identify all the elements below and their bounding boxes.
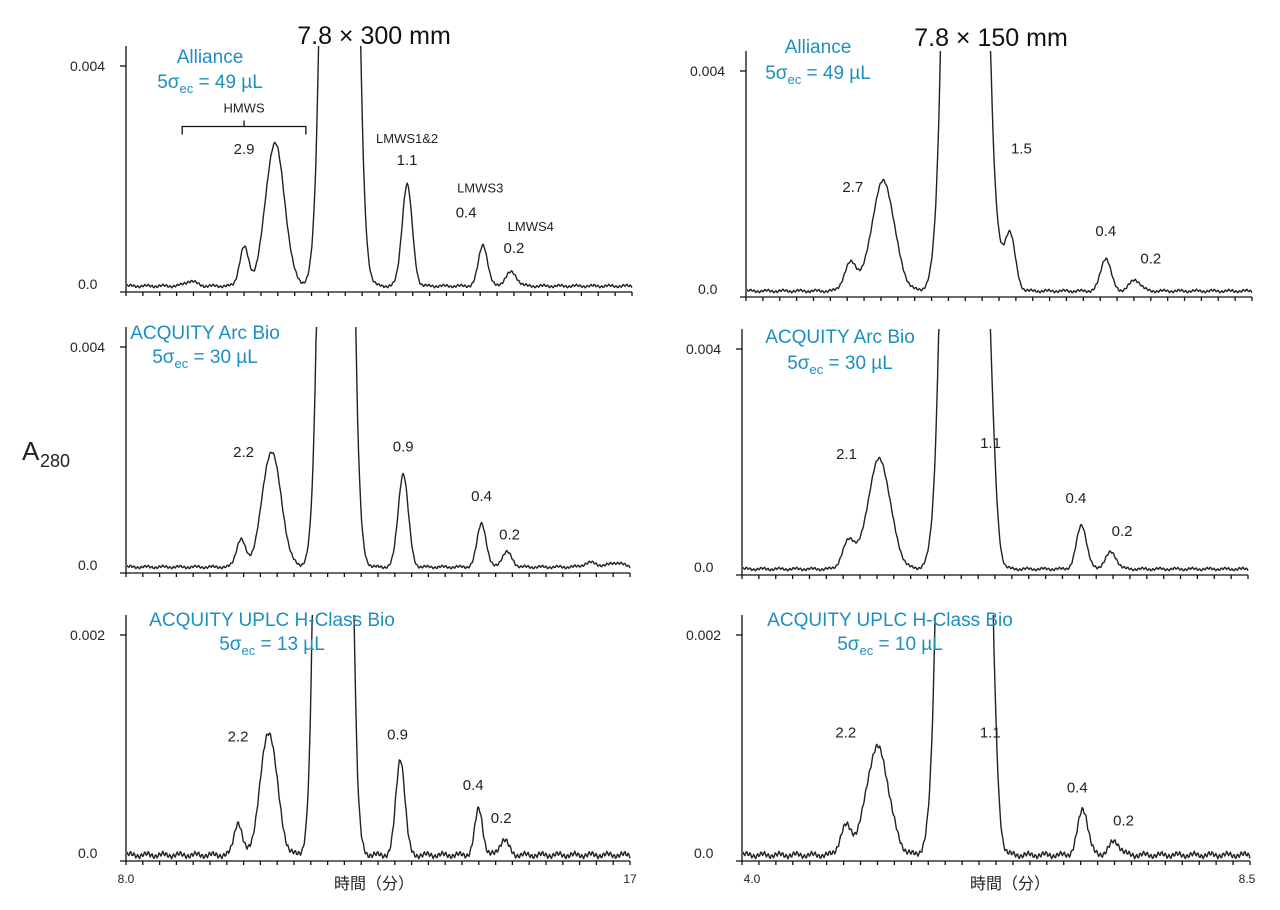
peak-area-label: 2.1 [836,446,857,463]
y-tick-label: 0.004 [70,339,105,355]
chromatogram-panel: 0.004 0.0 2.2 0.9 0.4 0.2 ACQUITY Arc Bio 5σec … [70,323,631,577]
peak-name-label: LMWS3 [457,181,503,196]
column-title-150mm: 7.8 × 150 mm [914,24,1068,52]
peak-area-label: 0.2 [1113,812,1134,829]
peak-area-label: 0.4 [1095,223,1116,240]
chromatogram-panel: 0.004 0.0 2.9 LMWS1&2 1.1 LMWS3 0.4 LMWS4 0.2 HMW… [70,46,633,296]
chromatogram-trace [127,46,633,289]
y-tick-label: 0.0 [78,276,98,292]
dispersion-subscript: ec [859,643,873,658]
x-tick-start-300mm: 8.0 [118,872,135,886]
system-name: Alliance [177,47,244,68]
peak-area-label: 1.1 [397,152,418,169]
peak-area-label: 1.5 [1011,141,1032,158]
chromatogram-panel: 0.004 0.0 2.7 1.5 0.4 0.2 Alliance 5σec = 49 µL [690,37,1253,301]
chromatogram-panel: 0.002 0.0 2.2 0.9 0.4 0.2 ACQUITY UPLC H-Class… [70,610,631,865]
y-tick-label: 0.0 [698,281,718,297]
dispersion-value: = 30 µL [823,353,893,374]
dispersion-prefix: 5σ [787,353,810,374]
dispersion-subscript: ec [809,362,823,377]
x-tick-end-150mm: 8.5 [1239,872,1256,886]
chromatogram-trace [747,51,1253,294]
dispersion-label: 5σec = 13 µL [219,634,325,658]
dispersion-subscript: ec [179,81,193,96]
peak-area-label: 0.4 [456,204,477,221]
column-title-300mm: 7.8 × 300 mm [297,22,451,50]
peak-area-label: 0.2 [499,527,520,544]
peak-area-label: 0.9 [393,439,414,456]
y-tick-label: 0.0 [78,845,98,861]
chromatogram-trace [127,327,631,570]
dispersion-value: = 30 µL [188,347,258,368]
dispersion-prefix: 5σ [219,634,242,655]
peak-area-label: 2.2 [233,444,254,461]
chromatogram-panel: 0.004 0.0 2.1 1.1 0.4 0.2 ACQUITY Arc Bio 5σec … [686,327,1249,579]
x-axis-label-300mm: 時間（分） [334,875,414,893]
dispersion-prefix: 5σ [765,63,788,84]
peak-area-label: 0.2 [1112,523,1133,540]
y-tick-label: 0.002 [686,627,721,643]
peak-area-label: 2.2 [228,729,249,746]
peak-area-label: 0.4 [463,777,484,794]
x-tick-start-150mm: 4.0 [744,872,761,886]
chromatogram-panels: 0.004 0.0 2.9 LMWS1&2 1.1 LMWS3 0.4 LMWS4 0.2 HMW… [70,37,1253,865]
system-name: ACQUITY UPLC H-Class Bio [767,610,1013,631]
peak-area-label: 0.2 [491,810,512,827]
peak-area-label: 2.2 [835,724,856,741]
chromatogram-trace [743,329,1249,572]
y-axis-label: A 280 [22,436,70,471]
dispersion-label: 5σec = 30 µL [787,353,893,377]
y-axis-label-subscript: 280 [40,451,70,471]
dispersion-subscript: ec [241,643,255,658]
dispersion-value: = 49 µL [801,63,871,84]
y-axis-label-main: A [22,436,40,466]
dispersion-label: 5σec = 30 µL [152,347,258,371]
system-name: ACQUITY UPLC H-Class Bio [149,610,395,631]
chromatogram-trace [743,615,1251,860]
system-name: ACQUITY Arc Bio [130,323,280,344]
system-name: ACQUITY Arc Bio [765,327,915,348]
x-axis-label-150mm: 時間（分） [970,875,1050,893]
x-tick-end-300mm: 17 [623,872,637,886]
dispersion-subscript: ec [787,72,801,87]
dispersion-prefix: 5σ [152,347,175,368]
peak-area-label: 2.7 [842,179,863,196]
y-tick-label: 0.0 [78,557,98,573]
y-tick-label: 0.0 [694,845,714,861]
peak-area-label: 2.9 [234,141,255,158]
peak-area-label: 0.2 [1140,251,1161,268]
y-tick-label: 0.002 [70,627,105,643]
peak-area-label: 0.4 [1066,490,1087,507]
y-tick-label: 0.004 [686,341,721,357]
chromatogram-panel: 0.002 0.0 2.2 1.1 0.4 0.2 ACQUITY UPLC H-Class… [686,610,1251,865]
dispersion-label: 5σec = 49 µL [765,63,871,87]
dispersion-value: = 10 µL [873,634,943,655]
peak-area-label: 0.2 [504,240,525,257]
dispersion-value: = 49 µL [193,72,263,93]
dispersion-label: 5σec = 10 µL [837,634,943,658]
hmws-bracket [181,120,307,135]
chromatogram-trace [127,615,631,860]
bracket-label: HMWS [223,101,264,116]
y-tick-label: 0.0 [694,559,714,575]
peak-name-label: LMWS1&2 [376,131,438,146]
y-tick-label: 0.004 [690,63,725,79]
peak-area-label: 1.1 [980,724,1001,741]
peak-area-label: 1.1 [980,435,1001,452]
dispersion-prefix: 5σ [157,72,180,93]
peak-area-label: 0.4 [471,488,492,505]
dispersion-subscript: ec [174,356,188,371]
peak-area-label: 0.9 [387,727,408,744]
y-tick-label: 0.004 [70,58,105,74]
peak-name-label: LMWS4 [508,219,554,234]
peak-area-label: 0.4 [1067,779,1088,796]
dispersion-prefix: 5σ [837,634,860,655]
system-name: Alliance [785,37,852,58]
dispersion-label: 5σec = 49 µL [157,72,263,96]
dispersion-value: = 13 µL [255,634,325,655]
